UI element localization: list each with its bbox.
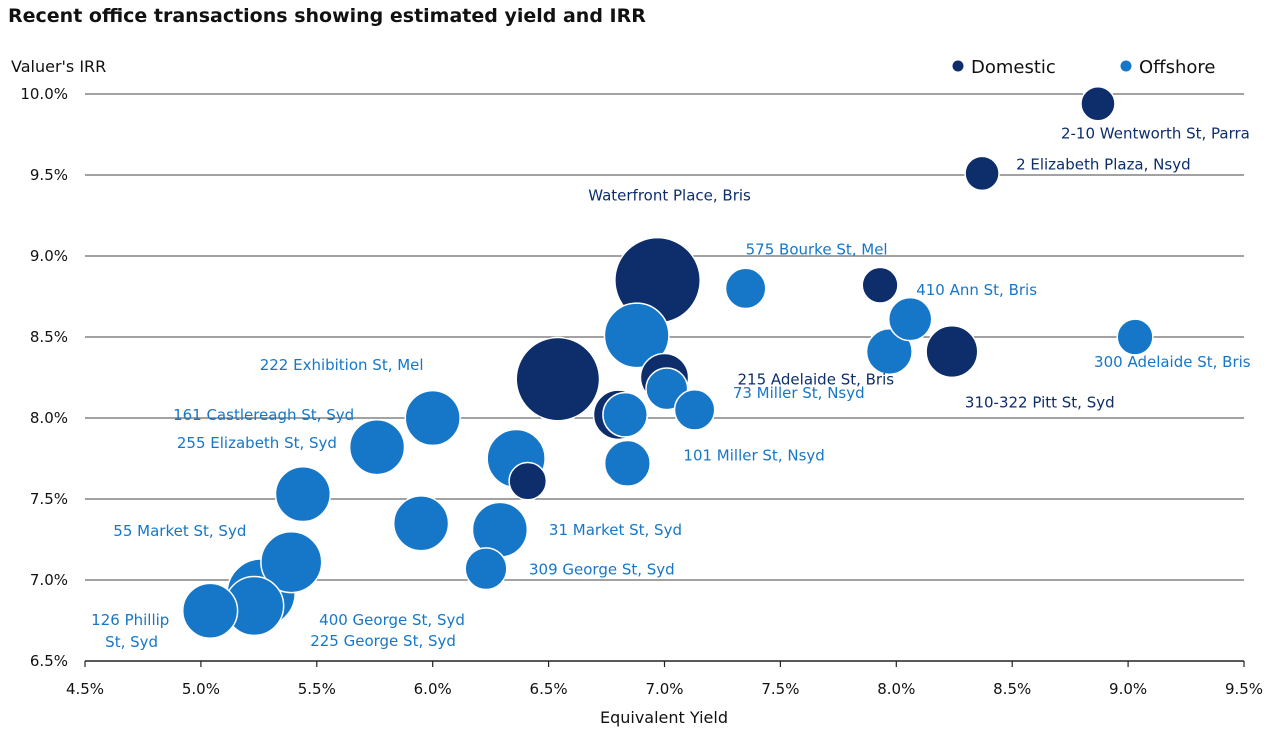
offshore-bubble (887, 296, 933, 342)
point-label: 55 Market St, Syd (113, 522, 246, 540)
y-tick-label: 10.0% (20, 85, 68, 103)
domestic-bubble (925, 325, 979, 379)
x-tick-label: 7.0% (645, 680, 683, 698)
domestic-bubble (1080, 85, 1116, 122)
point-label: 2-10 Wentworth St, Parra (1061, 125, 1250, 143)
y-tick-label: 9.0% (30, 247, 68, 265)
legend-label-domestic: Domestic (971, 57, 1056, 78)
offshore-bubble (404, 389, 461, 447)
point-label: 309 George St, Syd (529, 561, 675, 579)
x-tick-label: 5.0% (182, 680, 220, 698)
legend-marker-offshore (1120, 60, 1132, 72)
point-label: 161 Castlereagh St, Syd (173, 406, 354, 424)
offshore-bubble (603, 439, 651, 487)
offshore-bubble (673, 389, 716, 431)
axes: 6.5% 7.0% 7.5% 8.0% 8.5% 9.0% 9.5% 10.0% 4.5% 5.0… (20, 85, 1263, 698)
domestic-bubble (508, 461, 548, 501)
y-tick-label: 7.0% (30, 571, 68, 589)
offshore-bubble (602, 391, 649, 438)
point-label: 225 George St, Syd (310, 632, 456, 650)
point-label: 101 Miller St, Nsyd (683, 446, 824, 464)
x-axis-title: Equivalent Yield (600, 708, 728, 727)
offshore-bubble (1116, 318, 1154, 356)
offshore-bubble (392, 495, 450, 552)
x-tick-label: 5.5% (298, 680, 336, 698)
domestic-bubble (861, 266, 899, 304)
offshore-bubble (724, 267, 767, 310)
offshore-bubble (260, 531, 323, 594)
y-axis-title: Valuer's IRR (11, 57, 106, 76)
domestic-bubble (964, 155, 1000, 192)
x-tick-label: 8.5% (993, 680, 1031, 698)
legend: Domestic Offshore (952, 57, 1215, 78)
point-label: 215 Adelaide St, Bris (738, 371, 895, 389)
offshore-bubble (348, 418, 406, 476)
point-label: 31 Market St, Syd (549, 521, 682, 539)
x-tick-label: 9.0% (1109, 680, 1147, 698)
y-tick-label: 8.0% (30, 409, 68, 427)
point-label: 255 Elizabeth St, Syd (177, 434, 337, 452)
point-label: 300 Adelaide St, Bris (1094, 353, 1251, 371)
domestic-bubble (515, 336, 601, 422)
x-tick-label: 7.5% (761, 680, 799, 698)
x-tick-label: 4.5% (66, 680, 104, 698)
offshore-bubble (274, 465, 332, 523)
point-label: 575 Bourke St, Mel (746, 240, 888, 258)
y-tick-label: 9.5% (30, 166, 68, 184)
x-tick-label: 9.5% (1225, 680, 1263, 698)
offshore-bubble (865, 328, 913, 376)
legend-marker-domestic (952, 60, 964, 72)
point-label: 73 Miller St, Nsyd (733, 384, 865, 402)
point-label: 310-322 Pitt St, Syd (965, 394, 1115, 412)
point-label: Waterfront Place, Bris (588, 186, 751, 204)
offshore-bubble (464, 547, 508, 591)
offshore-bubble (182, 582, 239, 639)
y-tick-label: 8.5% (30, 328, 68, 346)
legend-label-offshore: Offshore (1139, 57, 1215, 78)
x-tick-label: 6.5% (530, 680, 568, 698)
bubbles (182, 85, 1154, 639)
offshore-bubble (603, 302, 670, 369)
chart-title: Recent office transactions showing estim… (8, 5, 646, 27)
y-tick-label: 6.5% (30, 652, 68, 670)
point-label: 410 Ann St, Bris (916, 281, 1037, 299)
y-tick-label: 7.5% (30, 490, 68, 508)
point-label: 126 Phillip St, Syd (91, 611, 169, 651)
point-label: 222 Exhibition St, Mel (260, 356, 424, 374)
x-tick-label: 6.0% (414, 680, 452, 698)
x-tick-label: 8.0% (877, 680, 915, 698)
point-label: 400 George St, Syd (319, 611, 465, 629)
point-label: 2 Elizabeth Plaza, Nsyd (1016, 155, 1191, 173)
point-labels: 2-10 Wentworth St, Parra 2 Elizabeth Plaz… (91, 125, 1251, 651)
